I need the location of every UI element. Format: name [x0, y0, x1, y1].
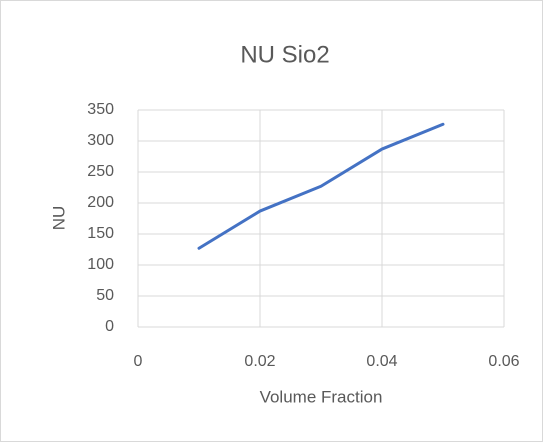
x-tick-label: 0	[134, 353, 143, 370]
y-tick-label: 100	[87, 256, 114, 273]
y-tick-label: 350	[87, 101, 114, 118]
y-tick-label: 200	[87, 194, 114, 211]
y-tick-label: 150	[87, 225, 114, 242]
x-axis-label: Volume Fraction	[260, 387, 383, 406]
x-tick-label: 0.02	[244, 353, 275, 370]
line-series	[197, 122, 445, 250]
x-tick-label: 0.04	[366, 353, 397, 370]
y-tick-label: 250	[87, 163, 114, 180]
y-tick-label: 0	[105, 318, 114, 335]
y-axis-label: NU	[49, 206, 68, 231]
y-tick-label: 300	[87, 132, 114, 149]
y-tick-label: 50	[96, 287, 114, 304]
x-tick-label: 0.06	[488, 353, 519, 370]
chart-title: NU Sio2	[240, 41, 329, 68]
